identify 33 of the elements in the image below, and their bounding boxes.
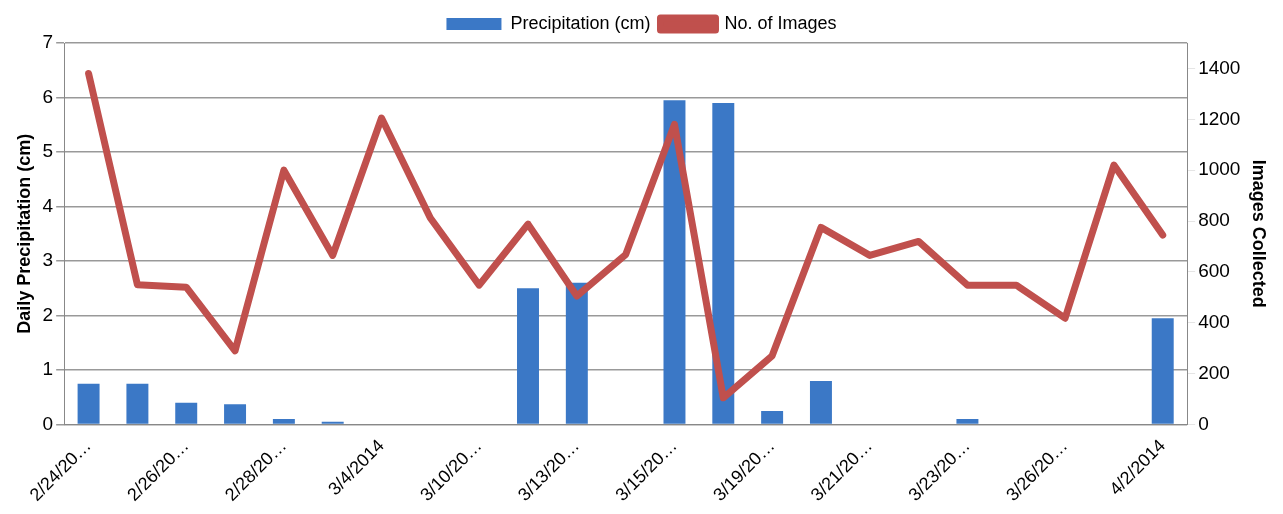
bar (175, 402, 198, 424)
y2-tick-label: 1400 (1198, 56, 1241, 78)
bar (77, 383, 100, 424)
y2-tick-label: 1000 (1198, 158, 1241, 180)
y-tick-label: 4 (42, 194, 54, 216)
y-tick-label: 7 (42, 31, 54, 53)
legend-label: Precipitation (cm) (510, 12, 651, 33)
y-axis-title: Daily Precipitation (cm) (13, 133, 34, 334)
bar (272, 419, 295, 424)
y2-tick-label: 1200 (1198, 107, 1241, 129)
y2-tick-label: 400 (1198, 311, 1230, 333)
bar (663, 100, 686, 424)
y-tick-label: 0 (42, 412, 54, 434)
y-tick-label: 2 (42, 303, 54, 325)
bar (712, 102, 735, 424)
y2-tick-label: 800 (1198, 209, 1230, 231)
bar (126, 383, 149, 424)
bar (565, 282, 588, 424)
bar (761, 410, 784, 424)
bar (809, 380, 832, 424)
y2-tick-label: 200 (1198, 361, 1230, 383)
bar (956, 419, 979, 424)
y-tick-label: 6 (42, 85, 54, 107)
y-tick-label: 3 (42, 249, 54, 271)
y2-tick-label: 0 (1198, 412, 1209, 434)
y-tick-label: 5 (42, 140, 54, 162)
y2-tick-label: 600 (1198, 260, 1230, 282)
bar (224, 404, 247, 424)
bar (517, 288, 539, 424)
legend-label: No. of Images (724, 12, 837, 33)
bar (1151, 318, 1174, 424)
y2-axis-title: Images Collected (1249, 159, 1270, 308)
y-tick-label: 1 (42, 358, 54, 380)
